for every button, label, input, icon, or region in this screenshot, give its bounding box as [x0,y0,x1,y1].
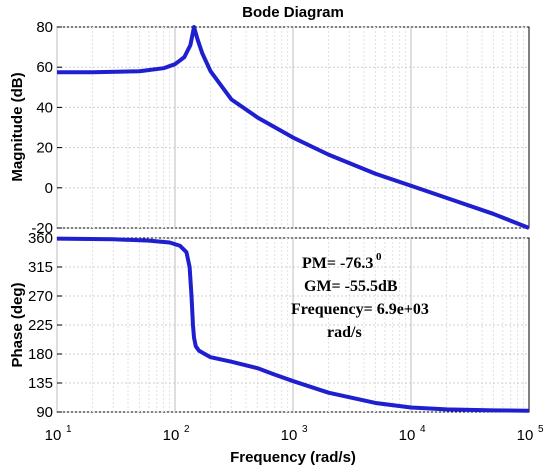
mag-y-tick-label: 20 [36,140,53,157]
gm-annotation: GM= -55.5dB [304,278,398,295]
phase-series-line [56,236,530,413]
frequency-annotation: Frequency= 6.9e+03 [291,301,429,318]
margin-annotation: PM= -76.3 0 GM= -55.5dB Frequency= 6.9e+… [291,251,429,341]
mag-y-tick-label: -20 [31,220,53,237]
phase-x-ticks: 10 1 10 2 10 3 10 4 10 5 [45,424,544,444]
x-tick-exponent: 4 [420,424,426,435]
chart-title: Bode Diagram [242,4,344,21]
x-axis-label: Frequency (rad/s) [230,449,356,466]
ph-y-tick-label: 270 [28,288,53,305]
x-tick-label: 10 [399,427,416,444]
ph-y-tick-label: 135 [28,375,53,392]
ph-y-tick-label: 180 [28,346,53,363]
mag-y-tick-label: 0 [45,180,53,197]
x-tick-exponent: 2 [184,424,190,435]
pm-annotation: PM= -76.3 [302,255,373,272]
x-tick-exponent: 3 [302,424,308,435]
x-tick-label: 10 [281,427,298,444]
phase-panel: 90 135 180 225 270 315 360 10 1 10 2 10 3 10 4 10 5 Pha… [9,230,544,444]
magnitude-panel: -20 0 20 40 60 80 Magnitude (dB) [9,19,530,237]
magnitude-grid [56,26,529,229]
frequency-unit-annotation: rad/s [327,324,362,341]
mag-y-tick-label: 40 [36,99,53,116]
mag-y-tick-label: 80 [36,19,53,36]
magnitude-series-line [57,25,530,230]
magnitude-y-ticks: -20 0 20 40 60 80 [31,19,53,237]
phase-y-ticks: 90 135 180 225 270 315 360 [28,230,53,421]
magnitude-y-label: Magnitude (dB) [9,72,26,181]
phase-y-label: Phase (deg) [9,282,26,367]
ph-y-tick-label: 225 [28,317,53,334]
x-tick-exponent: 1 [66,424,72,435]
ph-y-tick-label: 90 [36,404,53,421]
ph-y-tick-label: 315 [28,259,53,276]
x-tick-label: 10 [45,427,62,444]
x-tick-label: 10 [163,427,180,444]
pm-annotation-degree: 0 [376,251,382,263]
x-tick-exponent: 5 [538,424,544,435]
ph-y-tick-label: 360 [28,230,53,247]
mag-y-tick-label: 60 [36,59,53,76]
x-tick-label: 10 [517,427,534,444]
